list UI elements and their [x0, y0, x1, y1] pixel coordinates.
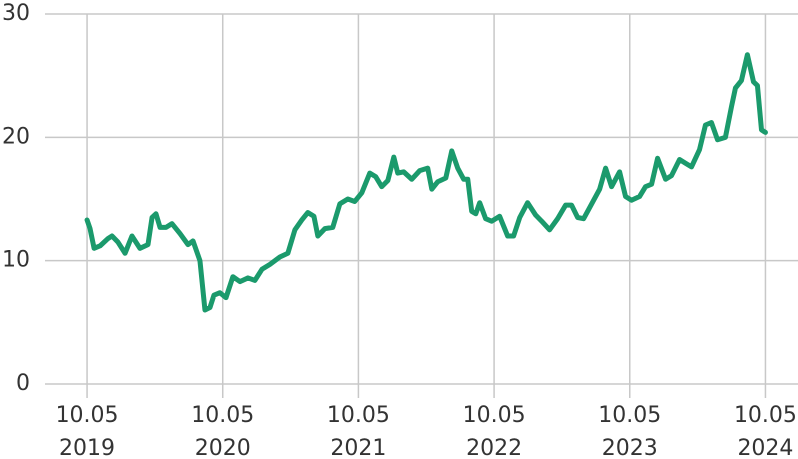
x-tick-label: 10.05	[327, 403, 390, 428]
x-tick-label: 2023	[602, 436, 658, 459]
x-tick-label: 10.05	[191, 403, 254, 428]
x-tick-label: 10.05	[56, 403, 119, 428]
y-tick-label: 30	[2, 1, 30, 26]
y-tick-label: 0	[16, 371, 30, 396]
x-tick-label: 2024	[737, 436, 793, 459]
x-tick-label: 2021	[330, 436, 386, 459]
data-line	[84, 52, 768, 313]
y-tick-label: 10	[2, 248, 30, 273]
x-tick-label: 2022	[466, 436, 522, 459]
x-tick-label: 10.05	[463, 403, 526, 428]
x-tick-label: 10.05	[734, 403, 797, 428]
y-tick-label: 20	[2, 124, 30, 149]
x-tick-label: 10.05	[598, 403, 661, 428]
x-tick-label: 2020	[195, 436, 251, 459]
x-tick-label: 2019	[59, 436, 115, 459]
